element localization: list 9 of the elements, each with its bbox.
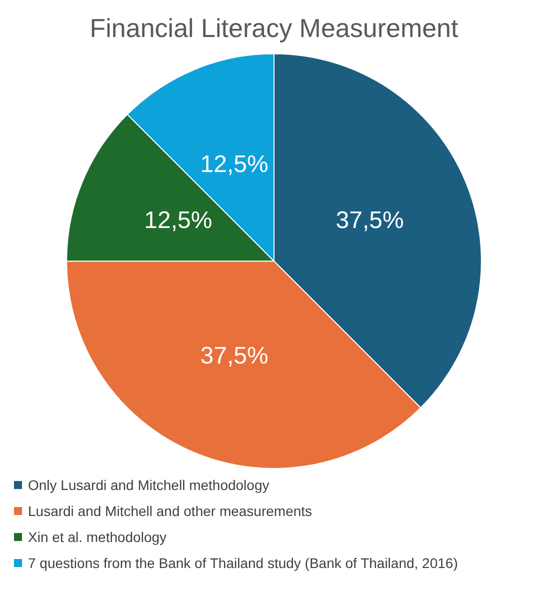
legend-label: Xin et al. methodology: [28, 529, 167, 545]
data-label: 37,5%: [336, 207, 404, 234]
legend-label: Only Lusardi and Mitchell methodology: [28, 477, 270, 493]
legend-label: Lusardi and Mitchell and other measurements: [28, 503, 312, 519]
data-label: 12,5%: [144, 207, 212, 234]
data-label: 12,5%: [200, 150, 268, 178]
data-label: 37,5%: [200, 342, 268, 370]
chart-title: Financial Literacy Measurement: [90, 12, 460, 43]
legend-label: 7 questions from the Bank of Thailand study (Bank of Thailand, 2016): [28, 555, 458, 571]
